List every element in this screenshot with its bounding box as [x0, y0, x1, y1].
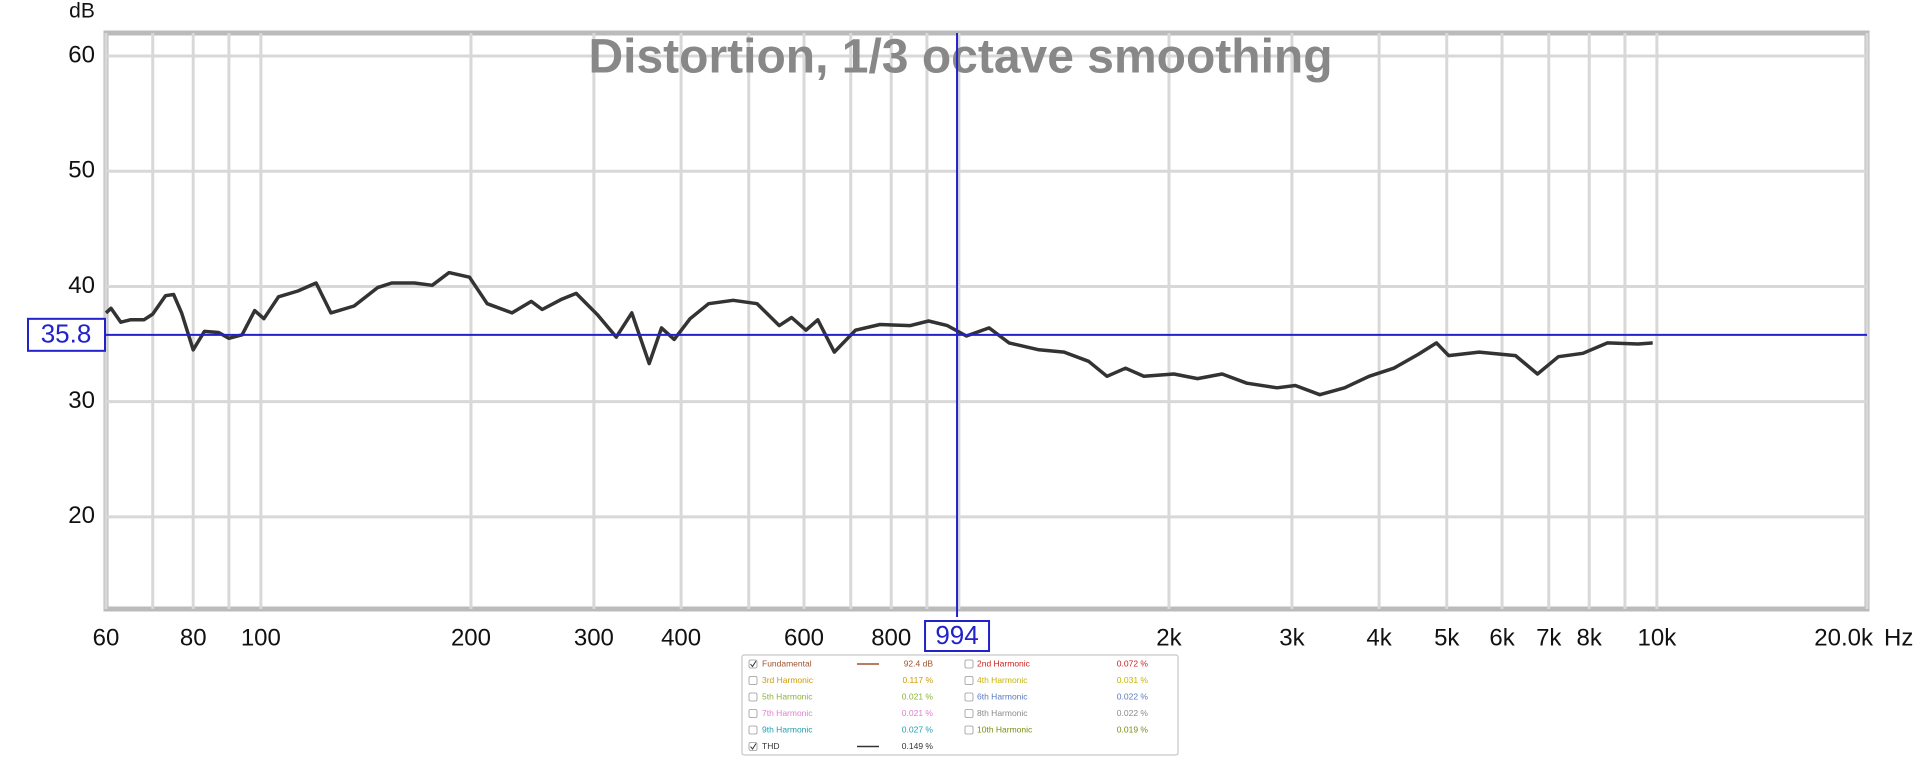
x-tick-label: 300	[574, 624, 614, 651]
y-tick-label: 60	[68, 41, 95, 68]
legend-checkbox	[964, 725, 974, 735]
legend-name: 5th Harmonic	[762, 691, 813, 701]
legend-box	[741, 654, 1179, 756]
x-tick-label: 400	[661, 624, 701, 651]
legend-value: 0.021 %	[902, 708, 934, 718]
legend-name: 8th Harmonic	[977, 708, 1028, 718]
x-tick-label: 8k	[1577, 624, 1603, 651]
x-tick-label: 100	[241, 624, 281, 651]
x-tick-label: 60	[93, 624, 120, 651]
legend-name: 4th Harmonic	[977, 675, 1028, 685]
x-tick-label: 5k	[1434, 624, 1460, 651]
x-tick-label: 3k	[1279, 624, 1305, 651]
legend-name: 7th Harmonic	[762, 708, 813, 718]
x-tick-label: 600	[784, 624, 824, 651]
legend-check	[750, 660, 757, 668]
legend-checkbox	[748, 692, 758, 702]
legend-value: 92.4 dB	[904, 658, 934, 668]
x-tick-label: 20.0k	[1814, 624, 1874, 651]
legend-name: THD	[762, 741, 779, 751]
y-tick-label: 50	[68, 157, 95, 184]
x-tick-label: 7k	[1536, 624, 1562, 651]
x-tick-label: 10k	[1638, 624, 1678, 651]
legend-checkbox	[748, 709, 758, 718]
cursor-x-label: 994	[935, 620, 978, 650]
x-tick-label: 6k	[1489, 624, 1515, 651]
cursor-y-box	[27, 317, 106, 352]
legend-value: 0.022 %	[1117, 691, 1149, 701]
legend-value: 0.149 %	[902, 741, 934, 751]
x-tick-label: 4k	[1366, 624, 1392, 651]
y-tick-label: 40	[68, 272, 95, 299]
legend-value: 0.022 %	[1117, 708, 1149, 718]
legend-name: Fundamental	[762, 658, 812, 668]
legend-name: 10th Harmonic	[977, 724, 1033, 734]
legend-checkbox	[748, 676, 758, 685]
cursor-x-box	[924, 620, 991, 652]
cursor-y-label: 35.8	[41, 319, 92, 349]
legend-value: 0.027 %	[902, 724, 934, 734]
plot-frame	[103, 30, 1870, 612]
legend-name: 2nd Harmonic	[977, 658, 1031, 668]
legend-checkbox	[964, 659, 974, 669]
x-tick-label: 200	[451, 624, 491, 651]
legend-name: 6th Harmonic	[977, 691, 1028, 701]
x-tick-label: 2k	[1156, 624, 1182, 651]
legend-name: 9th Harmonic	[762, 724, 813, 734]
chart-title: Distortion, 1/3 octave smoothing	[588, 31, 1332, 84]
legend-name: 3rd Harmonic	[762, 675, 814, 685]
legend-value: 0.072 %	[1117, 658, 1149, 668]
legend-value: 0.019 %	[1117, 724, 1149, 734]
legend-check	[750, 743, 757, 750]
legend-value: 0.117 %	[902, 675, 933, 685]
x-axis-unit: Hz	[1884, 624, 1913, 651]
data-line	[104, 270, 1653, 397]
x-tick-label: 800	[871, 624, 911, 651]
y-axis-label: dB	[69, 0, 95, 23]
legend-value: 0.021 %	[902, 691, 934, 701]
y-tick-label: 20	[68, 502, 95, 529]
legend-checkbox	[748, 725, 758, 735]
legend-checkbox	[964, 709, 974, 718]
grid	[104, 33, 1869, 609]
y-tick-label: 30	[68, 387, 95, 414]
legend-checkbox	[964, 676, 974, 685]
x-tick-label: 80	[180, 624, 207, 651]
legend-value: 0.031 %	[1117, 675, 1149, 685]
legend-checkbox	[964, 692, 974, 702]
